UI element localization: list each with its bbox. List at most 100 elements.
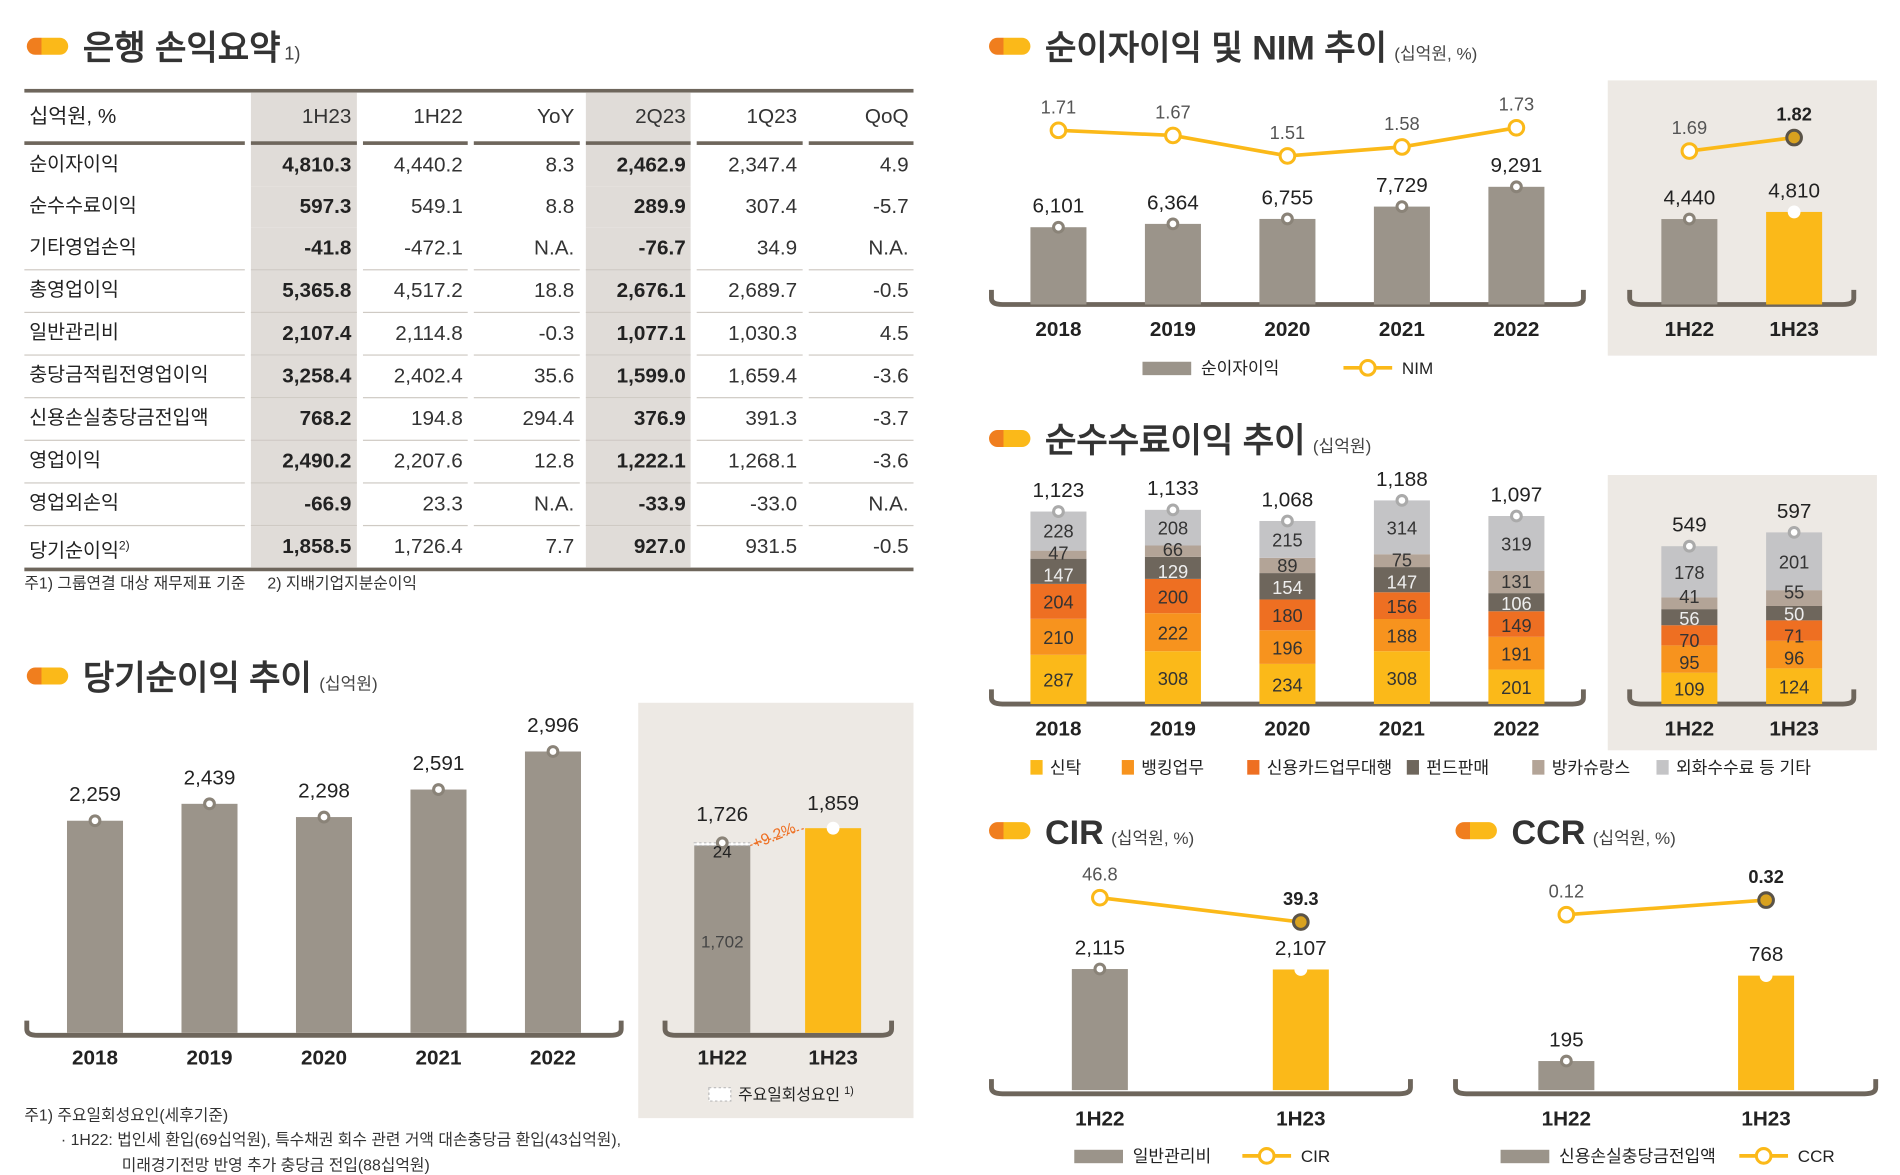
- bar-top-marker: [1559, 1054, 1573, 1068]
- bar-value-label: 4,810: [1768, 179, 1820, 202]
- table-cell: 549.1: [411, 194, 463, 219]
- x-tick-label: 2018: [72, 1047, 118, 1070]
- bar-value-label: 2,115: [1075, 936, 1125, 959]
- table-cell: 1,599.0: [585, 355, 691, 399]
- total-value-label: 597: [1777, 500, 1812, 523]
- stacked-segment: [1373, 619, 1430, 652]
- x-tick-label: 2021: [415, 1047, 461, 1070]
- table-cell: -76.7: [585, 227, 691, 271]
- row-label: 순수수료이익: [24, 186, 244, 227]
- table-cell: 1,726.4: [393, 534, 463, 558]
- bar: [1661, 219, 1718, 305]
- x-tick-label: 2021: [1379, 318, 1425, 341]
- table-cell: 1,030.3: [696, 313, 803, 356]
- legend-label: 신용카드업무대행: [1267, 758, 1392, 777]
- x-tick-label: 1H23: [1741, 1107, 1790, 1130]
- line-series: [1099, 895, 1302, 924]
- table-cell: 5,365.8: [250, 270, 357, 314]
- segment-value-label: 129: [1158, 561, 1188, 582]
- bar-top-marker: [1395, 494, 1409, 507]
- section-unit: (십억원, %): [1394, 43, 1478, 64]
- line-value-label: 1.73: [1499, 94, 1535, 115]
- table-cell: 23.3: [362, 484, 468, 527]
- bar-top-marker: [1787, 526, 1801, 539]
- bullet-pill-icon: [989, 429, 1031, 448]
- segment-value-label: 234: [1272, 674, 1302, 695]
- x-tick-label: 2022: [1493, 318, 1539, 341]
- stacked-segment: [1259, 573, 1316, 600]
- one-off-value-label: 24: [713, 842, 732, 861]
- net-income-bar: [295, 817, 353, 1033]
- stacked-segment: [1661, 672, 1718, 705]
- row-label: 충당금적립전영업이익: [24, 356, 245, 399]
- segment-value-label: 156: [1387, 596, 1417, 617]
- bar-top-marker: [1166, 217, 1180, 231]
- table-cell: 2,207.6: [362, 441, 468, 484]
- bar-value-label: 2,591: [413, 752, 465, 775]
- segment-value-label: 75: [1392, 550, 1412, 571]
- legend-label: 방카슈랑스: [1552, 758, 1630, 777]
- bar-value-label: 2,107: [1275, 937, 1327, 960]
- bar-top-marker: [1052, 505, 1065, 518]
- x-tick-label: 2019: [1150, 318, 1196, 341]
- row-label-text: 충당금적립전영업이익: [29, 365, 209, 387]
- legend-label: 일반관리비: [1133, 1147, 1211, 1166]
- stacked-segment: [1144, 556, 1201, 579]
- bar-top-marker: [546, 745, 560, 758]
- stacked-segment: [1488, 516, 1545, 571]
- segment-value-label: 228: [1043, 521, 1073, 542]
- table-cell: -472.1: [362, 228, 468, 271]
- segment-value-label: 287: [1043, 670, 1073, 691]
- table-cell: 289.9: [585, 186, 691, 228]
- line-point: [1393, 138, 1411, 156]
- income-summary-table: 십억원, % 1H23 1H22 YoY 2Q23 1Q23 QoQ 순이자이익 4,810.3…: [24, 88, 914, 572]
- legend-swatch-one-off: [708, 1087, 732, 1102]
- table-cell: 2,402.4: [362, 356, 468, 399]
- section-unit: (십억원): [319, 673, 378, 694]
- legend-swatch: [1030, 760, 1043, 775]
- bar-top-marker: [1395, 200, 1409, 213]
- column-header: 1Q23: [696, 93, 803, 145]
- table-row: 순이자이익 4,810.3 4,440.2 8.3 2,462.9 2,347.4 4.9: [24, 144, 913, 187]
- x-tick-label: 2018: [1035, 318, 1081, 341]
- column-header: 2Q23: [585, 92, 691, 145]
- table-cell: 2,462.9: [585, 144, 691, 187]
- section-unit: (십억원, %): [1111, 828, 1195, 848]
- net-income-bar-1h23: [805, 828, 862, 1033]
- table-cell: 4,440.2: [393, 153, 463, 177]
- line-point: [1785, 128, 1803, 147]
- table-cell: 391.3: [696, 398, 803, 441]
- table-cell: 4.9: [879, 153, 909, 177]
- total-value-label: 1,123: [1033, 479, 1085, 502]
- bar-top-marker: [1281, 514, 1294, 528]
- table-cell: N.A.: [473, 228, 580, 271]
- segment-value-label: 70: [1679, 630, 1699, 651]
- row-label: 기타영업손익: [24, 228, 245, 271]
- stacked-segment: [1766, 532, 1823, 591]
- section-title: 은행 손익요약: [82, 29, 281, 67]
- table-cell: 294.4: [473, 398, 580, 441]
- line-point: [1757, 891, 1775, 909]
- x-tick-label: 1H22: [1665, 318, 1714, 341]
- stacked-segment: [1030, 511, 1087, 551]
- line-value-label: 46.8: [1082, 864, 1118, 885]
- stacked-segment: [1259, 630, 1316, 664]
- table-row: 신용손실충당금전입액 768.2 194.8 294.4 376.9 391.3 -3.7: [24, 398, 914, 441]
- legend-swatch: [1406, 760, 1419, 775]
- section-unit: (십억원): [1312, 436, 1372, 456]
- row-label-text: 영업이익: [29, 450, 101, 472]
- segment-value-label: 308: [1387, 668, 1417, 689]
- row-label: 당기순이익2): [24, 526, 244, 567]
- bar-top-marker: [203, 797, 216, 811]
- table-cell: 2,676.1: [585, 270, 691, 314]
- table-cell: 18.8: [473, 270, 580, 314]
- legend-swatch: [1656, 760, 1669, 775]
- bar-top-marker: [432, 783, 445, 796]
- bar-value-label: 6,755: [1262, 186, 1314, 209]
- legend-swatch-bar: [1074, 1149, 1123, 1164]
- segment-value-label: 222: [1158, 623, 1188, 644]
- table-cell: 2,114.8: [362, 313, 468, 356]
- stacked-segment: [1030, 550, 1087, 559]
- table-cell: 1,268.1: [696, 441, 803, 484]
- bar: [1272, 969, 1329, 1091]
